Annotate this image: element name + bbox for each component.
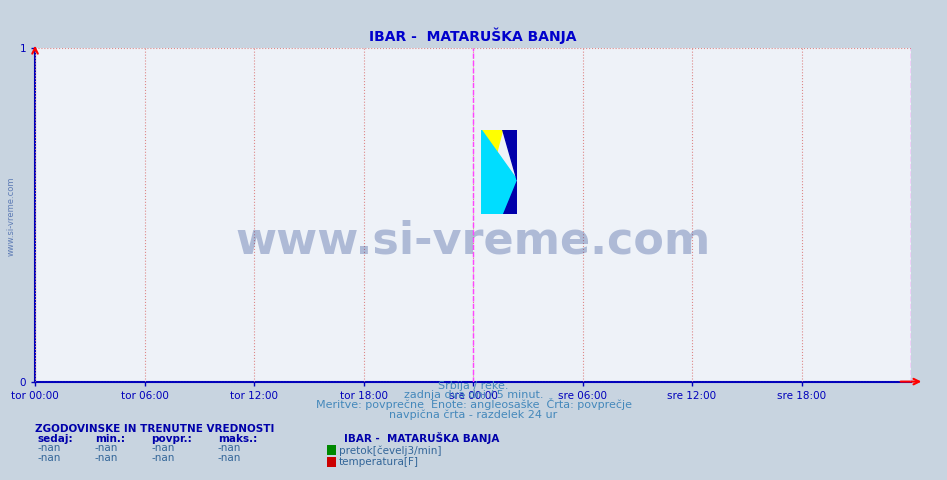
Text: pretok[čevelj3/min]: pretok[čevelj3/min] (339, 445, 441, 456)
Text: -nan: -nan (218, 443, 241, 453)
Text: www.si-vreme.com: www.si-vreme.com (7, 176, 16, 256)
Text: maks.:: maks.: (218, 433, 257, 444)
Text: www.si-vreme.com: www.si-vreme.com (236, 220, 710, 263)
Text: Meritve: povprečne  Enote: angleosaške  Črta: povprečje: Meritve: povprečne Enote: angleosaške Čr… (315, 398, 632, 410)
Polygon shape (503, 130, 517, 180)
Text: -nan: -nan (152, 443, 175, 453)
Text: sedaj:: sedaj: (38, 433, 74, 444)
Text: -nan: -nan (38, 443, 62, 453)
Text: Srbija / reke.: Srbija / reke. (438, 381, 509, 391)
Text: povpr.:: povpr.: (152, 433, 192, 444)
Polygon shape (481, 130, 503, 214)
Text: IBAR -  MATARUŠKA BANJA: IBAR - MATARUŠKA BANJA (344, 432, 499, 444)
Text: -nan: -nan (38, 453, 62, 463)
Text: zadnja dva dni / 5 minut.: zadnja dva dni / 5 minut. (403, 390, 544, 400)
Text: min.:: min.: (95, 433, 125, 444)
Text: -nan: -nan (218, 453, 241, 463)
Text: temperatura[F]: temperatura[F] (339, 457, 419, 467)
Text: -nan: -nan (95, 453, 118, 463)
Text: navpična črta - razdelek 24 ur: navpična črta - razdelek 24 ur (389, 409, 558, 420)
Title: IBAR -  MATARUŠKA BANJA: IBAR - MATARUŠKA BANJA (369, 27, 577, 44)
Polygon shape (481, 130, 517, 214)
Polygon shape (503, 180, 517, 214)
Text: -nan: -nan (152, 453, 175, 463)
Text: -nan: -nan (95, 443, 118, 453)
Text: ZGODOVINSKE IN TRENUTNE VREDNOSTI: ZGODOVINSKE IN TRENUTNE VREDNOSTI (35, 424, 275, 434)
